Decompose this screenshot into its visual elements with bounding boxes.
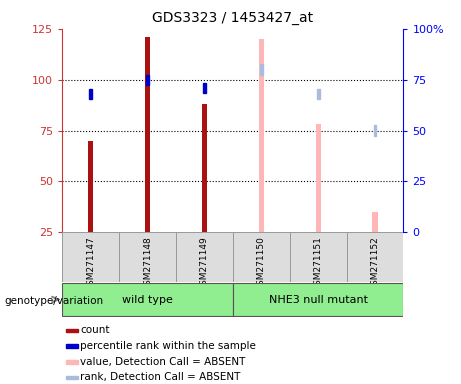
FancyBboxPatch shape [233,232,290,282]
Bar [88,141,93,232]
Bar [260,65,263,74]
Text: percentile rank within the sample: percentile rank within the sample [80,341,256,351]
Bar [66,360,78,364]
Text: GSM271148: GSM271148 [143,236,152,291]
FancyBboxPatch shape [62,232,119,282]
Text: value, Detection Call = ABSENT: value, Detection Call = ABSENT [80,357,246,367]
Text: rank, Detection Call = ABSENT: rank, Detection Call = ABSENT [80,372,241,382]
FancyBboxPatch shape [233,283,403,316]
FancyBboxPatch shape [119,232,176,282]
Text: GSM271149: GSM271149 [200,236,209,291]
FancyBboxPatch shape [290,232,347,282]
Text: wild type: wild type [122,295,173,305]
Text: NHE3 null mutant: NHE3 null mutant [269,295,367,305]
Bar [66,329,78,332]
FancyBboxPatch shape [62,283,233,316]
Bar [145,37,150,232]
Title: GDS3323 / 1453427_at: GDS3323 / 1453427_at [152,11,313,25]
Bar [373,126,376,136]
Bar [203,83,206,93]
Text: count: count [80,326,110,336]
Bar [66,376,78,379]
Text: GSM271152: GSM271152 [371,236,379,291]
Bar [202,104,207,232]
FancyBboxPatch shape [347,232,403,282]
Bar [315,124,321,232]
Bar [146,74,149,85]
Text: genotype/variation: genotype/variation [5,296,104,306]
Bar [66,344,78,348]
Bar [372,212,378,232]
FancyBboxPatch shape [176,232,233,282]
Text: GSM271147: GSM271147 [86,236,95,291]
Bar [317,89,319,99]
Text: GSM271150: GSM271150 [257,236,266,291]
Text: GSM271151: GSM271151 [313,236,323,291]
Bar [259,39,264,232]
Bar [89,89,92,99]
